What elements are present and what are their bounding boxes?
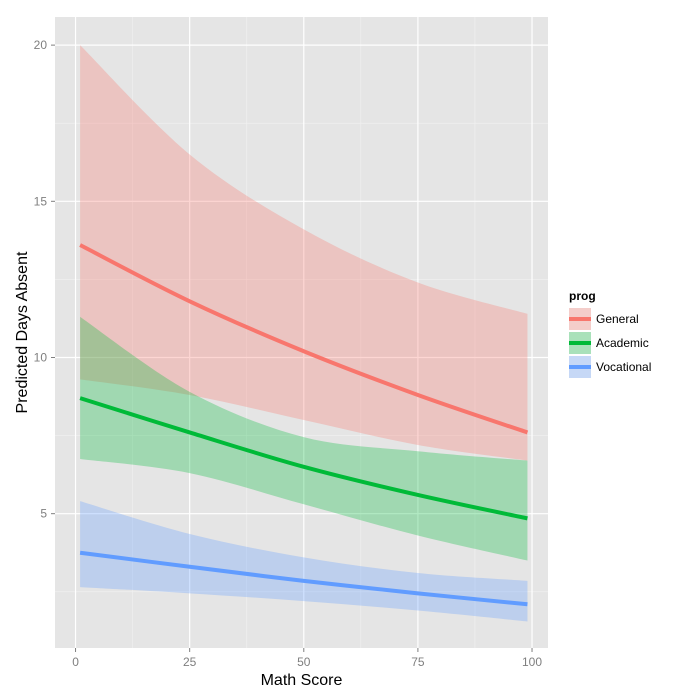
legend: prog General Academic Vocational bbox=[569, 289, 651, 378]
grid-major bbox=[55, 17, 548, 648]
series-lines bbox=[79, 243, 529, 607]
x-tick-label: 0 bbox=[72, 655, 79, 669]
y-tick-label: 10 bbox=[34, 350, 48, 364]
legend-label-vocational: Vocational bbox=[596, 360, 651, 374]
x-tick-label: 75 bbox=[411, 655, 425, 669]
legend-label-general: General bbox=[596, 312, 639, 326]
y-axis-title: Predicted Days Absent bbox=[14, 251, 31, 413]
legend-label-academic: Academic bbox=[596, 336, 649, 350]
ribbon-general bbox=[80, 45, 528, 461]
y-tick-label: 20 bbox=[34, 38, 48, 52]
line-academic bbox=[79, 396, 528, 521]
x-axis-title: Math Score bbox=[261, 672, 343, 689]
grid-minor bbox=[55, 17, 548, 648]
y-axis: 5 10 15 20 bbox=[34, 38, 55, 521]
y-tick-label: 5 bbox=[40, 507, 47, 521]
x-tick-label: 50 bbox=[297, 655, 311, 669]
plot-panel bbox=[55, 17, 548, 648]
y-tick-label: 15 bbox=[34, 194, 48, 208]
line-general bbox=[79, 243, 529, 435]
x-tick-label: 100 bbox=[522, 655, 542, 669]
x-tick-label: 25 bbox=[183, 655, 197, 669]
x-axis: 0 25 50 75 100 bbox=[72, 648, 542, 669]
ribbon-academic bbox=[80, 316, 528, 561]
legend-title: prog bbox=[569, 289, 596, 303]
line-vocational bbox=[79, 550, 528, 607]
